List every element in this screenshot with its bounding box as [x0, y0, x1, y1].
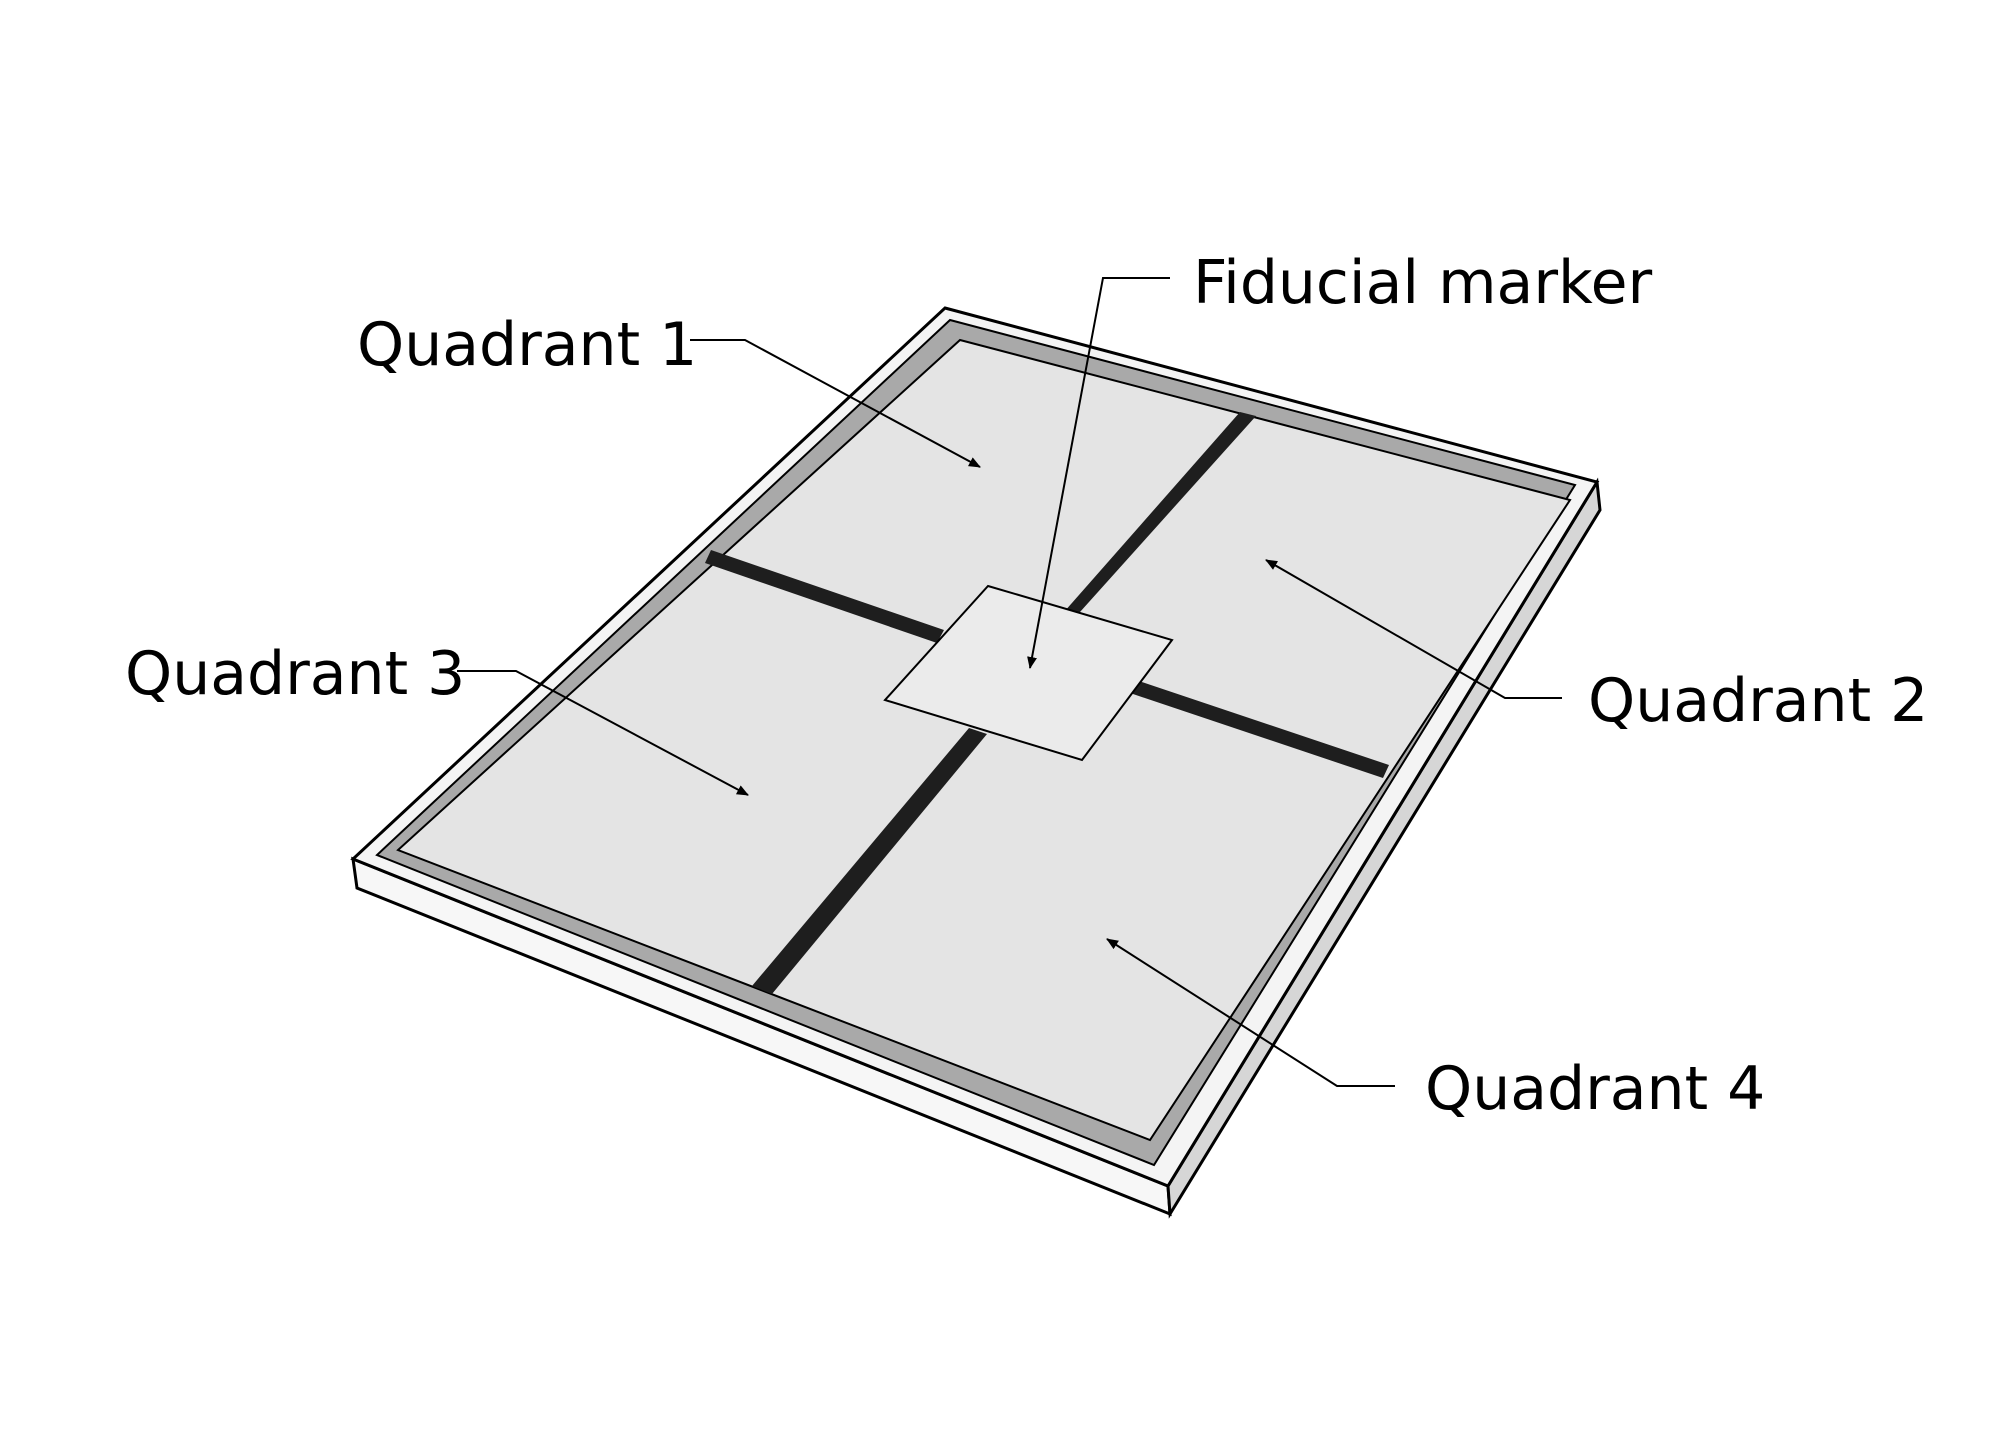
- label-quadrant-1: Quadrant 1: [357, 310, 697, 380]
- divider-left: [705, 550, 944, 643]
- leader-quadrant-3: [457, 670, 749, 796]
- leader-quadrant-1: [690, 339, 981, 468]
- leader-fiducial-marker: [1027, 277, 1170, 669]
- leader-quadrant-2: [1265, 559, 1562, 699]
- divider-right: [1130, 680, 1389, 778]
- label-quadrant-2: Quadrant 2: [1588, 666, 1928, 736]
- label-quadrant-4: Quadrant 4: [1425, 1054, 1765, 1124]
- leader-lines: [457, 277, 1562, 1087]
- divider-upper: [1064, 412, 1256, 612]
- quadrant-dividers: [705, 412, 1389, 994]
- divider-lower: [752, 728, 987, 994]
- label-fiducial-marker: Fiducial marker: [1193, 248, 1653, 318]
- fiducial-marker: [883, 584, 1174, 762]
- label-quadrant-3: Quadrant 3: [125, 639, 465, 709]
- tray: [350, 306, 1602, 1219]
- leader-quadrant-4: [1106, 938, 1395, 1087]
- labels: Fiducial marker Quadrant 1 Quadrant 2 Qu…: [125, 248, 1928, 1124]
- tray-floor: [396, 338, 1572, 1142]
